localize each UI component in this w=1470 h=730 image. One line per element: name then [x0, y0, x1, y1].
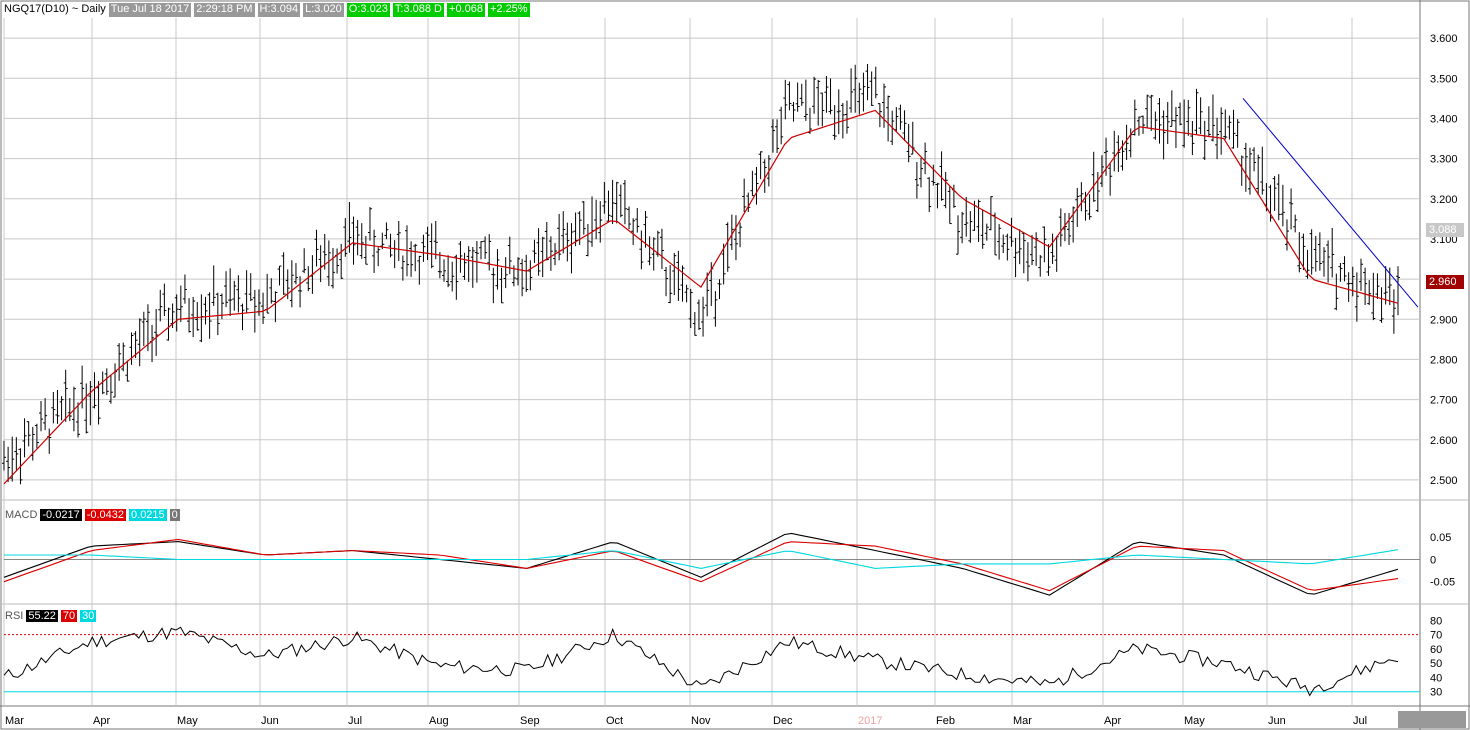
- macd-tick-label: 0: [1430, 554, 1436, 566]
- scroll-strip: [1398, 711, 1466, 728]
- x-tick-label: Apr: [93, 715, 110, 727]
- last-price-badge: 3.088: [1426, 223, 1464, 237]
- macd-label: MACD: [5, 509, 38, 521]
- macd-value: -0.0217: [40, 509, 82, 521]
- header-change-pct: +2.25%: [487, 3, 530, 17]
- macd-legend: MACD -0.0217 -0.0432 0.0215 0: [5, 509, 180, 521]
- price-tick-label: 2.800: [1430, 354, 1458, 366]
- header-change: +0.068: [447, 3, 485, 17]
- x-tick-label: Oct: [606, 715, 623, 727]
- x-tick-label: Jul: [348, 715, 362, 727]
- rsi-value: 55.22: [26, 610, 58, 622]
- rsi-tick-label: 70: [1430, 630, 1442, 642]
- price-tick-label: 2.500: [1430, 475, 1458, 487]
- x-tick-label: Jun: [1268, 715, 1286, 727]
- x-tick-label: May: [1184, 715, 1205, 727]
- last-price-label: 3.088: [1429, 224, 1457, 236]
- macd-series-line: [3, 532, 1399, 596]
- macd-series-line: [3, 538, 1399, 592]
- price-tick-label: 3.300: [1430, 154, 1458, 166]
- rsi-30-value: 30: [80, 610, 97, 622]
- price-tick-label: 2.900: [1430, 314, 1458, 326]
- x-tick-label: May: [177, 715, 198, 727]
- macd-series-line: [4, 549, 1399, 569]
- x-tick-label: Mar: [5, 715, 24, 727]
- ma-label: 2.960: [1429, 276, 1457, 288]
- header-low: L:3.020: [303, 3, 344, 17]
- price-tick-label: 2.700: [1430, 395, 1458, 407]
- x-tick-label: Dec: [773, 715, 793, 727]
- macd-signal-value: -0.0432: [84, 509, 127, 521]
- price-tick-label: 3.600: [1430, 33, 1458, 45]
- header-date: Tue Jul 18 2017: [108, 3, 192, 17]
- x-tick-label: Jun: [261, 715, 279, 727]
- price-tick-label: 3.200: [1430, 194, 1458, 206]
- trendline: [1242, 98, 1419, 308]
- x-tick-label: Jul: [1353, 715, 1367, 727]
- ma-badge: 2.960: [1426, 275, 1464, 289]
- rsi-70-value: 70: [60, 610, 78, 622]
- price-tick-label: 2.600: [1430, 435, 1458, 447]
- rsi-tick-label: 40: [1430, 672, 1442, 684]
- macd-zero-value: 0: [169, 509, 180, 521]
- price-tick-label: 3.400: [1430, 113, 1458, 125]
- x-tick-label: Aug: [429, 715, 449, 727]
- macd-tick-label: 0.05: [1430, 532, 1451, 544]
- moving-average-line: [3, 109, 1399, 485]
- rsi-legend: RSI 55.22 70 30: [5, 610, 97, 622]
- header-symbol: NGQ17(D10) ~ Daily: [4, 3, 106, 15]
- x-tick-label: Feb: [936, 715, 955, 727]
- macd-hist-value: 0.0215: [129, 509, 167, 521]
- x-tick-label: Sep: [520, 715, 540, 727]
- x-tick-label: Nov: [691, 715, 711, 727]
- x-tick-label: Apr: [1104, 715, 1121, 727]
- x-tick-label: Mar: [1013, 715, 1032, 727]
- header-last: T:3.088 D: [392, 3, 445, 17]
- header-bar: NGQ17(D10) ~ Daily Tue Jul 18 2017 2:29:…: [4, 3, 530, 17]
- header-high: H:3.094: [257, 3, 301, 17]
- rsi-tick-label: 80: [1430, 615, 1442, 627]
- macd-tick-label: -0.05: [1430, 577, 1455, 589]
- rsi-tick-label: 30: [1430, 687, 1442, 699]
- rsi-tick-label: 60: [1430, 644, 1442, 656]
- header-open: O:3.023: [346, 3, 390, 17]
- rsi-label: RSI: [5, 610, 24, 622]
- x-tick-label: 2017: [858, 715, 882, 727]
- price-tick-label: 3.500: [1430, 73, 1458, 85]
- header-time: 2:29:18 PM: [194, 3, 255, 17]
- rsi-line: [3, 626, 1399, 697]
- rsi-tick-label: 50: [1430, 658, 1442, 670]
